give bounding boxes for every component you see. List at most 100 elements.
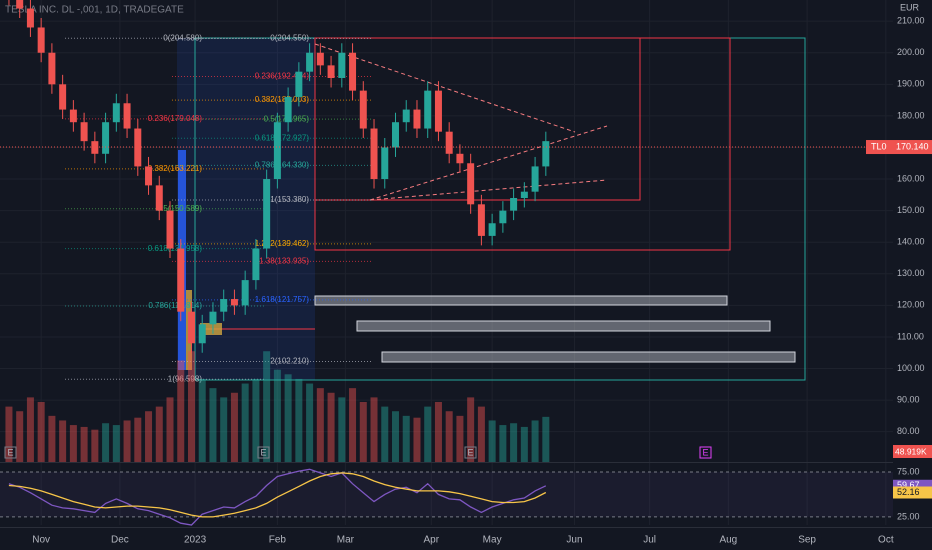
candle-body xyxy=(177,248,185,312)
candle-body xyxy=(187,311,195,344)
volume-bar xyxy=(477,406,485,462)
y-tick-label: 140.00 xyxy=(897,237,925,247)
chart-title: TESLA INC. DL -,001, 1D, TRADEGATE xyxy=(5,5,184,16)
earnings-icon xyxy=(257,446,270,459)
y-tick-label: 160.00 xyxy=(897,173,925,183)
rsi-tick-label: 75.00 xyxy=(897,466,920,476)
volume-bar xyxy=(145,411,153,462)
candle-body xyxy=(306,52,314,72)
y-tick-label: 210.00 xyxy=(897,16,925,26)
candle-body xyxy=(445,131,453,154)
candle-body xyxy=(112,103,120,123)
volume-bar xyxy=(155,406,163,462)
volume-bar xyxy=(402,415,410,462)
volume-bar xyxy=(198,378,206,462)
fib-label: 0.382(185.003) xyxy=(255,95,310,104)
y-tick-label: 110.00 xyxy=(897,331,924,341)
trend-line xyxy=(369,179,608,201)
candle-body xyxy=(252,248,260,281)
fib-label: 0.236(179.048) xyxy=(148,114,203,123)
y-tick-label: 190.00 xyxy=(897,79,925,89)
fib-label: 0.618(137.958) xyxy=(148,244,203,253)
candle-body xyxy=(510,198,518,211)
candle-body xyxy=(488,223,496,236)
volume-bar xyxy=(26,397,34,462)
candle-body xyxy=(145,166,153,186)
earnings-label: E xyxy=(260,447,266,457)
volume-label: 48.919K xyxy=(895,446,927,456)
candle-body xyxy=(26,8,34,28)
candle-body xyxy=(166,210,174,249)
fib-label: 1.272(139.462) xyxy=(255,239,310,248)
fib-label: 0(204.550) xyxy=(270,33,309,42)
currency: EUR xyxy=(900,2,920,12)
x-tick-label: Aug xyxy=(719,535,737,546)
volume-bar xyxy=(112,425,120,462)
y-tick-label: 80.00 xyxy=(897,426,920,436)
price-tag xyxy=(866,140,932,155)
candle-body xyxy=(370,128,378,180)
earnings-icon xyxy=(4,446,17,459)
candle-body xyxy=(359,90,367,129)
candle-body xyxy=(520,191,528,198)
volume-bar xyxy=(370,397,378,462)
earnings-icon xyxy=(699,446,712,459)
candle-body xyxy=(220,299,228,312)
candle-body xyxy=(349,52,357,91)
volume-bar xyxy=(531,420,539,462)
symbol-label: TL0 xyxy=(871,141,887,151)
candle-body xyxy=(413,109,421,129)
fib-label: 0.786(119.814) xyxy=(148,301,202,310)
trend-line xyxy=(314,43,576,133)
volume-bar xyxy=(102,423,110,462)
volume-bar xyxy=(316,388,324,462)
candle-body xyxy=(434,90,442,132)
candle-body xyxy=(531,166,539,192)
fib-label: 0.618(172.927) xyxy=(255,133,310,142)
volume-bar xyxy=(230,392,238,462)
fib-label: 1.38(133.935) xyxy=(259,256,309,265)
volume-bar xyxy=(16,411,24,462)
fib-label: 0.786(164.330) xyxy=(255,160,310,169)
volume-bar xyxy=(91,429,99,462)
candle-body xyxy=(37,27,45,53)
range-box xyxy=(314,37,731,251)
volume-bar xyxy=(284,374,292,462)
volume-bar xyxy=(123,420,131,462)
candle-body xyxy=(424,90,432,129)
zone-bar xyxy=(314,295,728,306)
volume-bar xyxy=(48,415,56,462)
x-tick-label: Dec xyxy=(111,535,129,546)
zone-bar xyxy=(356,320,771,332)
volume-bar xyxy=(295,378,303,462)
fib-label: 2(102.210) xyxy=(270,357,309,366)
volume-tag xyxy=(893,445,932,458)
candle-body xyxy=(499,210,507,224)
fib-label: 0(204.580) xyxy=(163,33,202,42)
y-tick-label: 180.00 xyxy=(897,110,925,120)
volume-bar xyxy=(499,425,507,462)
candle-body xyxy=(316,52,324,66)
candle-body xyxy=(230,299,238,306)
candle-body xyxy=(402,109,410,123)
candle-body xyxy=(16,0,24,9)
candle-body xyxy=(134,128,142,167)
volume-bar xyxy=(273,369,281,462)
candle-body xyxy=(273,122,281,180)
drawings xyxy=(177,37,806,381)
volume-bar xyxy=(456,415,464,462)
x-tick-label: Oct xyxy=(878,535,894,546)
x-tick-label: Sep xyxy=(798,535,816,546)
candle-body xyxy=(263,179,271,249)
candle-body xyxy=(59,84,67,110)
candle-body xyxy=(209,311,217,325)
volume-bar xyxy=(520,426,528,462)
y-tick-label: 130.00 xyxy=(897,268,925,278)
x-tick-label: Nov xyxy=(32,535,50,546)
volume-bar xyxy=(413,417,421,462)
volume-bar xyxy=(134,417,142,462)
rsi-line xyxy=(8,468,547,526)
volume-bar xyxy=(306,383,314,462)
fib-label: 0.382(163.221) xyxy=(148,164,203,173)
